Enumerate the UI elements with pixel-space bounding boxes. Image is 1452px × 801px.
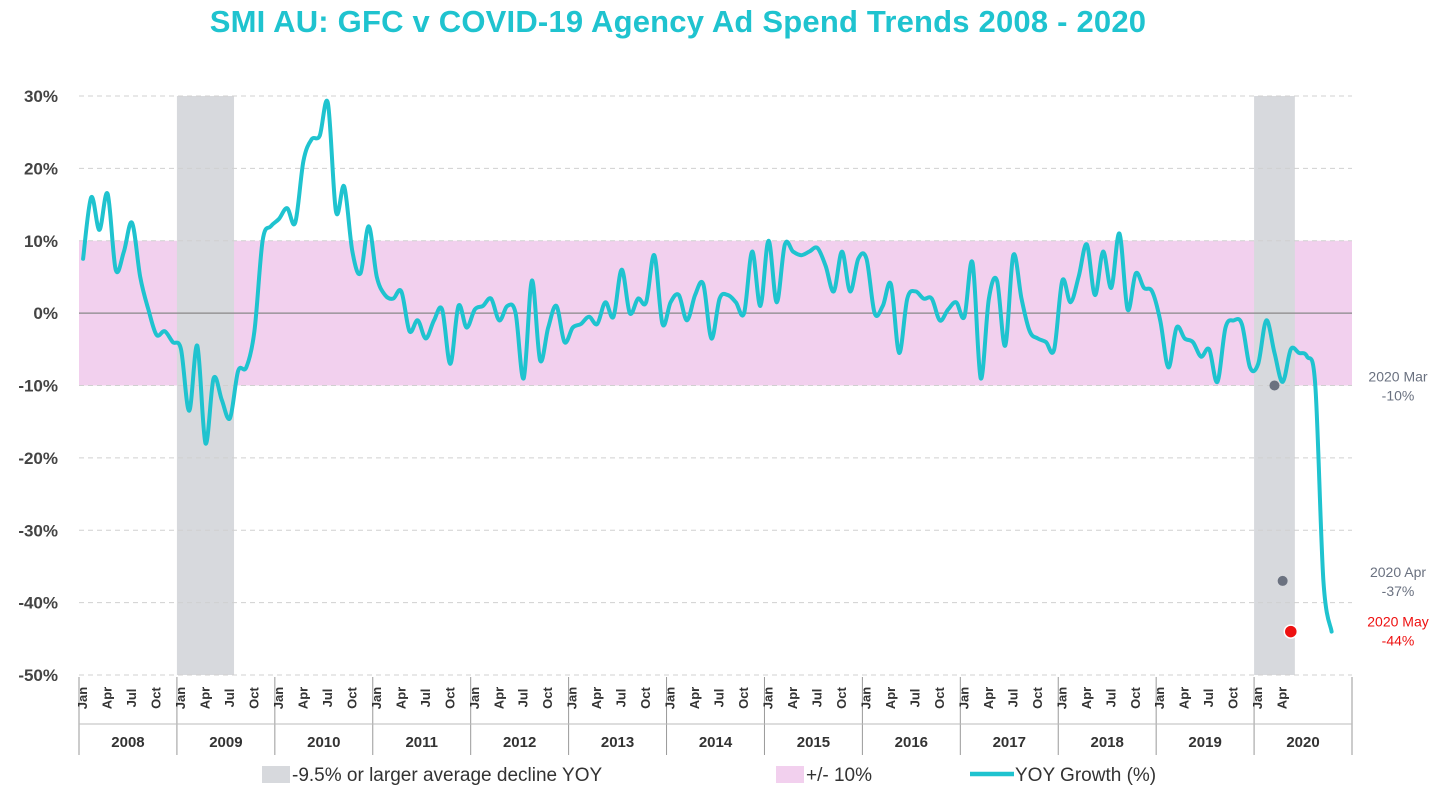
month-tick-label: Jul xyxy=(1005,689,1020,708)
y-tick-label: 30% xyxy=(24,87,58,106)
month-tick-label: Jul xyxy=(907,689,922,708)
month-tick-label: Jul xyxy=(1103,689,1118,708)
chart-title: SMI AU: GFC v COVID-19 Agency Ad Spend T… xyxy=(209,4,1147,39)
month-tick-label: Apr xyxy=(100,687,115,709)
month-tick-label: Jan xyxy=(565,687,580,709)
month-tick-label: Jul xyxy=(1201,689,1216,708)
month-tick-label: Apr xyxy=(785,687,800,709)
month-tick-label: Jan xyxy=(1054,687,1069,709)
month-tick-label: Apr xyxy=(981,687,996,709)
month-tick-label: Apr xyxy=(1275,687,1290,709)
month-tick-label: Apr xyxy=(687,687,702,709)
month-tick-label: Apr xyxy=(393,687,408,709)
legend-swatch xyxy=(262,766,290,783)
year-label: 2015 xyxy=(797,734,830,751)
year-label: 2018 xyxy=(1091,734,1124,751)
month-tick-label: Jul xyxy=(614,689,629,708)
month-tick-label: Jan xyxy=(271,687,286,709)
month-tick-label: Jul xyxy=(712,689,727,708)
month-tick-label: Jul xyxy=(222,689,237,708)
month-tick-label: Oct xyxy=(736,686,751,708)
month-tick-label: Jul xyxy=(320,689,335,708)
y-tick-label: 10% xyxy=(24,232,58,251)
y-tick-label: -20% xyxy=(18,449,58,468)
month-tick-label: Apr xyxy=(1177,687,1192,709)
month-tick-label: Oct xyxy=(834,686,849,708)
month-tick-label: Jul xyxy=(418,689,433,708)
series-line-yoy-growth xyxy=(81,98,1334,634)
y-tick-label: -40% xyxy=(18,594,58,613)
year-label: 2008 xyxy=(111,734,144,751)
annotation-value: -44% xyxy=(1382,633,1415,649)
month-tick-label: Jan xyxy=(467,687,482,709)
month-tick-label: Oct xyxy=(1128,686,1143,708)
y-tick-label: -10% xyxy=(18,377,58,396)
month-tick-label: Jan xyxy=(369,687,384,709)
year-label: 2020 xyxy=(1286,734,1319,751)
month-tick-label: Apr xyxy=(491,687,506,709)
month-tick-label: Jan xyxy=(956,687,971,709)
month-tick-label: Apr xyxy=(883,687,898,709)
annotation-marker xyxy=(1283,624,1299,639)
month-tick-label: Jan xyxy=(173,687,188,709)
month-tick-label: Oct xyxy=(638,686,653,708)
legend-label: -9.5% or larger average decline YOY xyxy=(292,765,602,786)
month-tick-label: Oct xyxy=(1030,686,1045,708)
month-tick-label: Oct xyxy=(932,686,947,708)
month-tick-label: Jul xyxy=(516,689,531,708)
month-tick-label: Apr xyxy=(1079,687,1094,709)
month-tick-label: Jan xyxy=(1152,687,1167,709)
month-tick-label: Jan xyxy=(1250,687,1265,709)
month-tick-label: Oct xyxy=(1226,686,1241,708)
annotation-label: 2020 Apr xyxy=(1370,564,1426,580)
year-label: 2017 xyxy=(993,734,1026,751)
y-tick-label: 0% xyxy=(33,304,58,323)
month-tick-label: Apr xyxy=(295,687,310,709)
month-tick-label: Oct xyxy=(149,686,164,708)
annotation-value: -37% xyxy=(1382,583,1415,599)
year-label: 2010 xyxy=(307,734,340,751)
year-label: 2013 xyxy=(601,734,634,751)
year-label: 2014 xyxy=(699,734,733,751)
month-tick-label: Oct xyxy=(540,686,555,708)
year-label: 2019 xyxy=(1188,734,1221,751)
legend-label: +/- 10% xyxy=(806,765,872,786)
year-label: 2016 xyxy=(895,734,928,751)
legend-label: YOY Growth (%) xyxy=(1015,765,1156,786)
annotation-label: 2020 Mar xyxy=(1368,369,1427,385)
month-tick-label: Jul xyxy=(124,689,139,708)
annotation-marker xyxy=(1277,575,1288,586)
annotation-marker xyxy=(1269,380,1280,391)
y-tick-label: -30% xyxy=(18,521,58,540)
month-tick-label: Jan xyxy=(761,687,776,709)
annotation-label: 2020 May xyxy=(1367,614,1428,630)
year-label: 2011 xyxy=(405,734,438,751)
month-tick-label: Jan xyxy=(663,687,678,709)
month-tick-label: Apr xyxy=(589,687,604,709)
y-tick-label: -50% xyxy=(18,666,58,685)
month-tick-label: Jan xyxy=(75,687,90,709)
month-tick-label: Oct xyxy=(442,686,457,708)
legend-swatch xyxy=(776,766,804,783)
year-label: 2012 xyxy=(503,734,536,751)
year-label: 2009 xyxy=(209,734,242,751)
month-tick-label: Jan xyxy=(858,687,873,709)
month-tick-label: Jul xyxy=(810,689,825,708)
y-tick-label: 20% xyxy=(24,159,58,178)
annotation-value: -10% xyxy=(1382,388,1415,404)
month-tick-label: Apr xyxy=(197,687,212,709)
month-tick-label: Oct xyxy=(344,686,359,708)
month-tick-label: Oct xyxy=(246,686,261,708)
